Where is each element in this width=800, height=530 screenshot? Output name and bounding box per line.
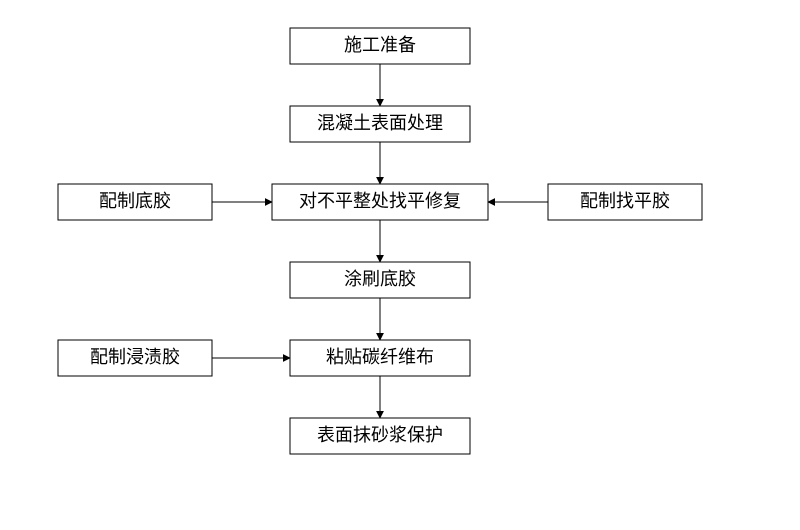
- flow-node-n3: 对不平整处找平修复: [272, 184, 488, 220]
- flow-node-s3: 配制浸渍胶: [58, 340, 212, 376]
- flow-node-s2: 配制找平胶: [548, 184, 702, 220]
- flow-node-n4: 涂刷底胶: [290, 262, 470, 298]
- flow-node-label: 粘贴碳纤维布: [326, 347, 434, 367]
- flow-node-label: 表面抹砂浆保护: [317, 425, 443, 445]
- flow-node-s1: 配制底胶: [58, 184, 212, 220]
- flow-node-label: 配制找平胶: [580, 191, 670, 211]
- flow-node-label: 配制底胶: [99, 191, 171, 211]
- flow-node-label: 混凝土表面处理: [317, 113, 443, 133]
- flow-node-label: 施工准备: [344, 35, 416, 55]
- flow-node-n2: 混凝土表面处理: [290, 106, 470, 142]
- flow-node-n5: 粘贴碳纤维布: [290, 340, 470, 376]
- flow-node-n1: 施工准备: [290, 28, 470, 64]
- flow-node-label: 对不平整处找平修复: [299, 191, 461, 211]
- flow-node-label: 配制浸渍胶: [90, 347, 180, 367]
- flowchart-canvas: 施工准备混凝土表面处理对不平整处找平修复涂刷底胶粘贴碳纤维布表面抹砂浆保护 配制底…: [0, 0, 800, 530]
- flow-node-label: 涂刷底胶: [344, 269, 416, 289]
- flow-node-n6: 表面抹砂浆保护: [290, 418, 470, 454]
